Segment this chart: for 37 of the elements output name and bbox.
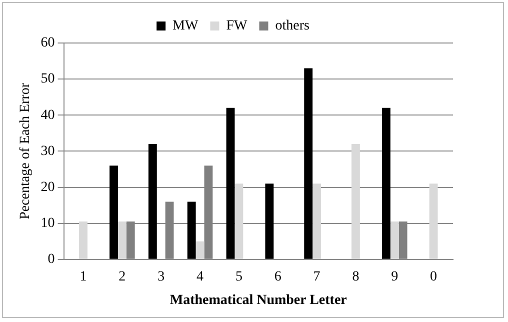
y-tick-label: 50 bbox=[40, 72, 55, 87]
x-tick-label: 2 bbox=[118, 269, 126, 284]
y-tick-label: 0 bbox=[48, 252, 55, 268]
bar bbox=[196, 241, 204, 259]
legend-label: MW bbox=[172, 18, 200, 34]
x-tick-label: 5 bbox=[235, 269, 242, 284]
bar bbox=[234, 184, 244, 259]
bar bbox=[226, 108, 235, 259]
x-tick-label: 0 bbox=[430, 269, 438, 284]
x-tick-label: 6 bbox=[274, 269, 282, 284]
legend-label: others bbox=[275, 18, 310, 34]
x-tick-label: 3 bbox=[158, 269, 165, 284]
y-tick-label: 20 bbox=[40, 180, 55, 195]
bar bbox=[312, 184, 321, 259]
bar bbox=[118, 222, 126, 259]
y-tick-label: 30 bbox=[40, 144, 55, 159]
bar bbox=[429, 184, 438, 259]
bar bbox=[265, 184, 274, 259]
y-tick-label: 60 bbox=[40, 36, 55, 51]
x-tick-label: 4 bbox=[196, 269, 204, 284]
x-axis-title: Mathematical Number Letter bbox=[170, 293, 347, 308]
bar bbox=[351, 144, 360, 259]
bar bbox=[382, 108, 390, 259]
bar bbox=[390, 222, 399, 259]
y-tick-label: 40 bbox=[40, 108, 55, 123]
y-tick-label: 10 bbox=[40, 216, 55, 232]
legend-label: FW bbox=[226, 18, 248, 34]
bar bbox=[79, 222, 88, 259]
bar bbox=[110, 166, 118, 259]
x-tick-label: 7 bbox=[313, 269, 320, 284]
bar bbox=[304, 68, 313, 259]
x-tick-label: 9 bbox=[391, 269, 398, 284]
y-axis-title: Pecentage of Each Error bbox=[18, 82, 34, 220]
x-tick-label: 8 bbox=[352, 269, 360, 284]
bar bbox=[148, 144, 157, 259]
x-tick-label: 1 bbox=[80, 269, 87, 284]
bar bbox=[187, 202, 196, 259]
